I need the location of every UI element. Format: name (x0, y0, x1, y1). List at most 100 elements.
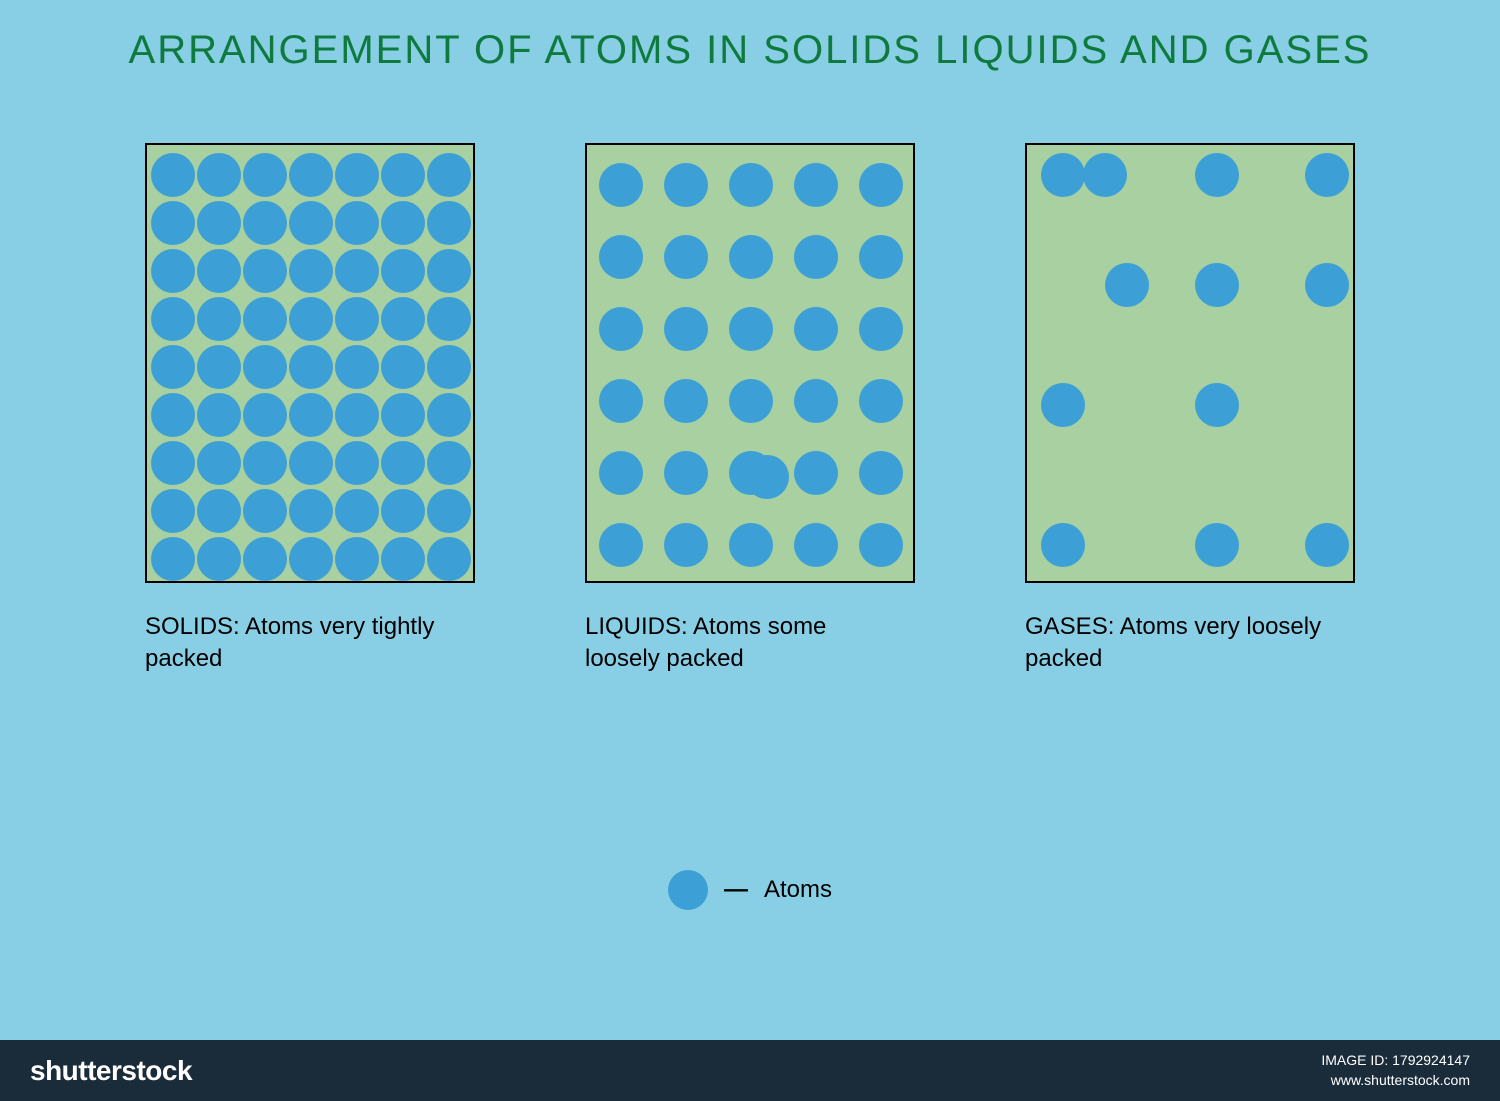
atom-icon (859, 307, 903, 351)
atom-icon (1305, 523, 1349, 567)
legend-label: Atoms (764, 876, 832, 904)
atom-icon (289, 201, 333, 245)
atom-icon (197, 201, 241, 245)
atom-icon (381, 441, 425, 485)
box-liquids (585, 143, 915, 583)
atom-icon (664, 307, 708, 351)
atom-icon (664, 523, 708, 567)
atom-icon (729, 523, 773, 567)
atom-icon (794, 523, 838, 567)
panel-liquids: LIQUIDS: Atoms some loosely packed (585, 143, 915, 676)
atom-icon (381, 345, 425, 389)
caption-gases: GASES: Atoms very loosely packed (1025, 611, 1345, 676)
atom-icon (243, 201, 287, 245)
atom-icon (427, 201, 471, 245)
atom-icon (197, 537, 241, 581)
atom-icon (381, 201, 425, 245)
panel-gases: GASES: Atoms very loosely packed (1025, 143, 1355, 676)
atom-icon (243, 537, 287, 581)
atom-icon (335, 153, 379, 197)
panel-solids: SOLIDS: Atoms very tightly packed (145, 143, 475, 676)
atom-icon (197, 297, 241, 341)
atom-icon (243, 297, 287, 341)
atom-icon (381, 537, 425, 581)
atom-icon (1041, 383, 1085, 427)
atom-icon (243, 441, 287, 485)
atom-icon (289, 153, 333, 197)
atom-icon (243, 249, 287, 293)
atom-icon (427, 441, 471, 485)
atom-icon (1195, 153, 1239, 197)
atom-icon (664, 379, 708, 423)
footer-brand: shutterstock (30, 1055, 192, 1087)
atom-icon (794, 163, 838, 207)
legend-atom-icon (668, 870, 708, 910)
caption-solids: SOLIDS: Atoms very tightly packed (145, 611, 465, 676)
image-id-value: 1792924147 (1392, 1052, 1470, 1068)
atom-icon (599, 163, 643, 207)
atom-icon (289, 537, 333, 581)
atom-icon (729, 235, 773, 279)
atom-icon (664, 163, 708, 207)
atom-icon (243, 489, 287, 533)
atom-icon (1305, 153, 1349, 197)
page-title: ARRANGEMENT OF ATOMS IN SOLIDS LIQUIDS A… (0, 28, 1500, 73)
atom-icon (289, 345, 333, 389)
atom-icon (151, 297, 195, 341)
atom-icon (1195, 263, 1239, 307)
atom-icon (335, 201, 379, 245)
atom-icon (427, 345, 471, 389)
atom-icon (197, 441, 241, 485)
atom-icon (599, 523, 643, 567)
atom-icon (243, 345, 287, 389)
atom-icon (859, 235, 903, 279)
atom-icon (151, 441, 195, 485)
atom-icon (197, 345, 241, 389)
atom-icon (599, 451, 643, 495)
box-gases (1025, 143, 1355, 583)
atom-icon (427, 297, 471, 341)
atom-icon (151, 249, 195, 293)
atom-icon (599, 379, 643, 423)
atom-icon (289, 489, 333, 533)
atom-icon (427, 393, 471, 437)
atom-icon (729, 307, 773, 351)
atom-icon (859, 451, 903, 495)
atom-icon (335, 297, 379, 341)
atom-icon (794, 307, 838, 351)
atom-icon (151, 537, 195, 581)
atom-icon (794, 379, 838, 423)
atom-icon (599, 235, 643, 279)
legend: — Atoms (668, 870, 832, 910)
atom-icon (599, 307, 643, 351)
atom-icon (151, 345, 195, 389)
atom-icon (381, 297, 425, 341)
atom-icon (427, 489, 471, 533)
atom-icon (243, 153, 287, 197)
atom-icon (335, 249, 379, 293)
atom-icon (289, 249, 333, 293)
atom-icon (151, 153, 195, 197)
legend-dash: — (724, 876, 748, 904)
box-solids (145, 143, 475, 583)
atom-icon (151, 489, 195, 533)
atom-icon (729, 163, 773, 207)
atom-icon (664, 451, 708, 495)
atom-icon (1305, 263, 1349, 307)
atom-icon (427, 249, 471, 293)
atom-icon (381, 153, 425, 197)
atom-icon (1041, 523, 1085, 567)
atom-icon (664, 235, 708, 279)
atom-icon (289, 393, 333, 437)
atom-icon (335, 441, 379, 485)
atom-icon (427, 153, 471, 197)
atom-icon (859, 379, 903, 423)
footer-url: www.shutterstock.com (1321, 1071, 1470, 1091)
atom-icon (859, 163, 903, 207)
atom-icon (335, 489, 379, 533)
atom-icon (243, 393, 287, 437)
caption-liquids: LIQUIDS: Atoms some loosely packed (585, 611, 905, 676)
atom-icon (427, 537, 471, 581)
atom-icon (335, 537, 379, 581)
footer-meta: IMAGE ID: 1792924147 www.shutterstock.co… (1321, 1051, 1470, 1090)
